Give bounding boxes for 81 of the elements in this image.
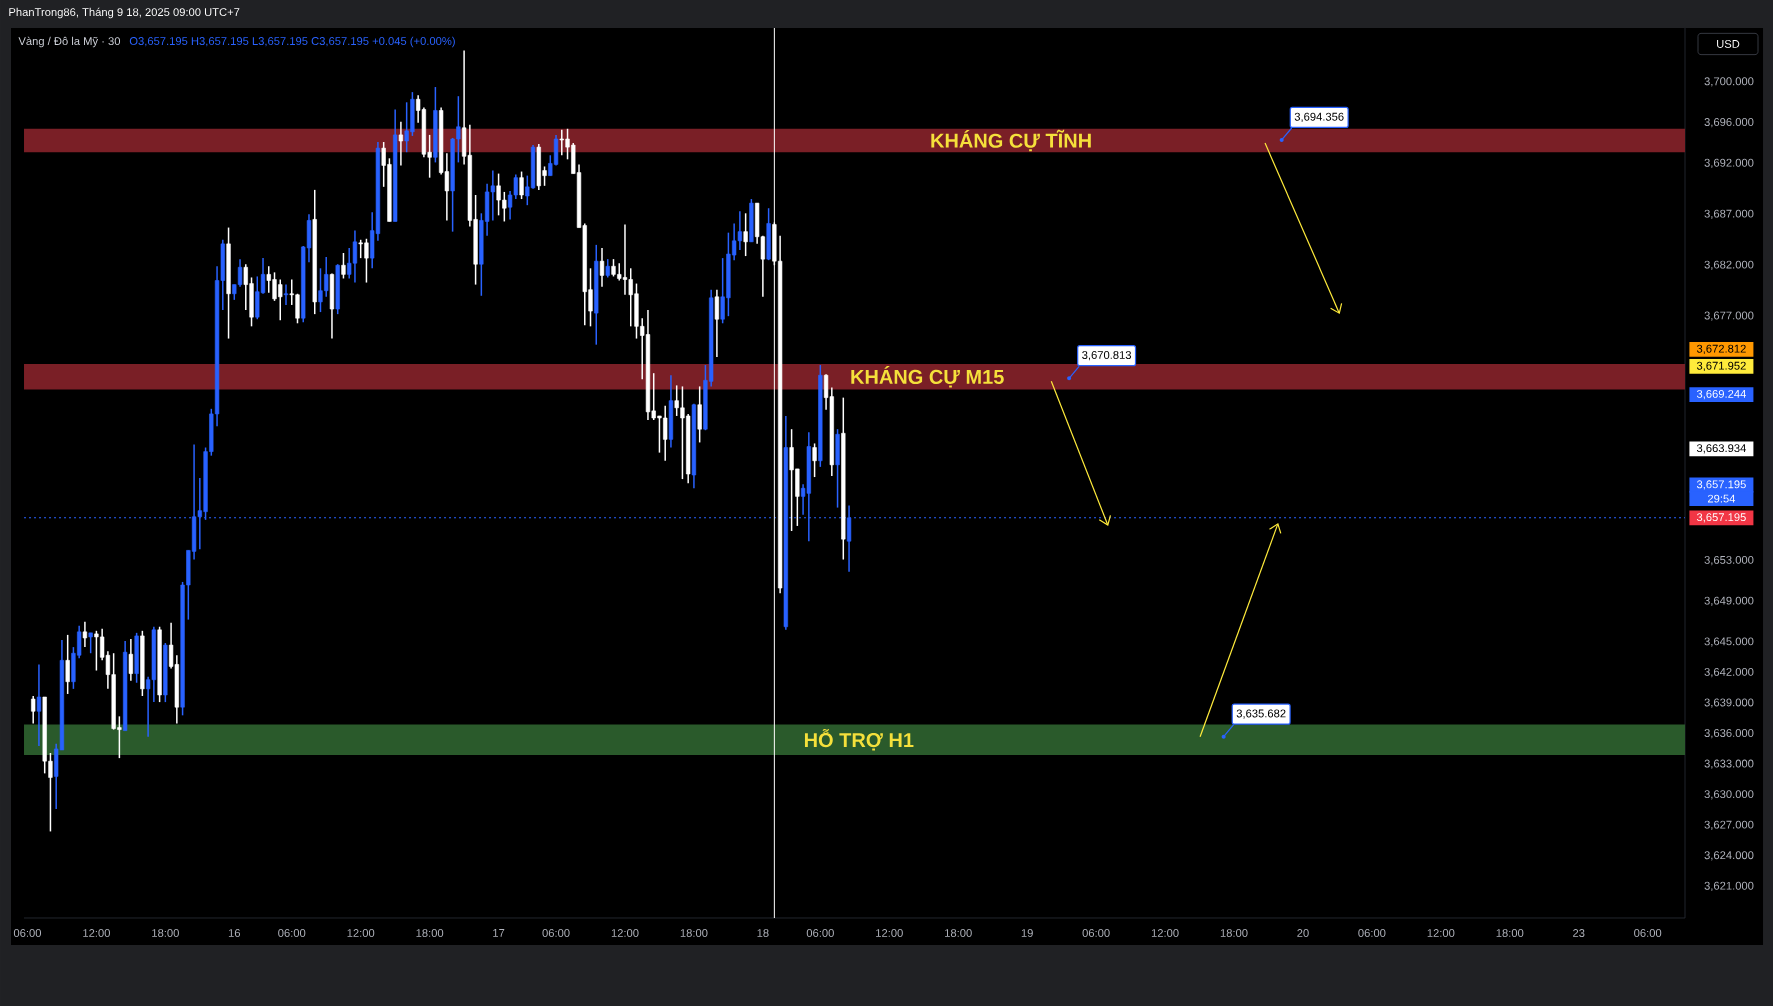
text: PhanTrong86, Tháng 9 18, 2025 09:00 UTC+7	[9, 7, 240, 19]
text: 3,671.952	[1696, 361, 1746, 372]
text: Vàng / Đô la Mỹ · 30	[18, 36, 121, 48]
x-tick-label: 06:00	[542, 929, 570, 937]
x-tick-label: 17	[493, 929, 505, 937]
text: 3,663.934	[1696, 444, 1746, 454]
text: 3,669.244	[1696, 389, 1746, 400]
candlestick	[312, 189, 317, 315]
candlestick	[163, 642, 168, 703]
x-tick-label: 06:00	[1082, 929, 1110, 937]
y-tick-label: 3,642.000	[1704, 667, 1754, 678]
x-tick-label: 18	[757, 929, 769, 937]
x-tick-label: 12:00	[83, 929, 110, 937]
candlestick	[766, 207, 771, 261]
x-tick-label: 18:00	[1220, 929, 1248, 937]
x-tick-label: 18:00	[945, 929, 972, 937]
x-tick-label: 19	[1021, 929, 1033, 937]
candlestick	[835, 428, 840, 509]
y-tick-label: 3,687.000	[1704, 209, 1754, 219]
y-tick-label: 3,630.000	[1704, 790, 1754, 800]
ref-line-label: 3,657.195	[1696, 513, 1746, 523]
y-tick-label: 3,700.000	[1704, 77, 1754, 87]
text: 3,672.812	[1696, 344, 1746, 355]
text: O3,657.195 H3,657.195 L3,657.195 C3,657.195 +0.045 (+0.00%)	[129, 36, 455, 48]
candlestick	[743, 212, 748, 257]
y-tick-label: 3,696.000	[1704, 118, 1754, 128]
candlestick	[818, 364, 823, 468]
x-tick-label: 18:00	[416, 929, 444, 937]
band-label: KHÁNG CỰ TĨNH	[931, 129, 1091, 152]
x-tick-label: 06:00	[278, 929, 306, 937]
candlestick	[594, 244, 599, 346]
candlestick	[134, 632, 139, 684]
candlestick	[335, 263, 340, 315]
x-tick-label: 18:00	[1496, 929, 1524, 937]
candlestick	[812, 442, 817, 478]
candlestick	[88, 632, 93, 654]
x-tick-label: 06:00	[1634, 929, 1662, 937]
candlestick	[226, 226, 231, 340]
text: USD	[1717, 40, 1740, 48]
candlestick	[65, 634, 70, 695]
candlestick	[341, 252, 346, 280]
candlestick	[749, 198, 754, 243]
y-tick-label: 3,621.000	[1704, 881, 1754, 892]
x-tick-label: 12:00	[347, 929, 375, 937]
y-tick-label: 3,677.000	[1704, 311, 1754, 321]
y-tick-label: 3,636.000	[1704, 729, 1754, 739]
band-label: HỖ TRỢ H1	[804, 729, 914, 751]
x-tick-label: 12:00	[1151, 929, 1179, 937]
y-tick-label: 3,639.000	[1704, 698, 1754, 708]
text: 29:54	[1707, 494, 1736, 503]
annotation: 3,635.682	[1236, 709, 1286, 719]
x-tick-label: 06:00	[806, 929, 834, 937]
x-tick-label: 06:00	[13, 929, 42, 937]
annotation: 3,694.356	[1294, 112, 1344, 123]
y-tick-label: 3,624.000	[1704, 851, 1754, 861]
annotation: 3,670.813	[1082, 351, 1132, 361]
x-tick-label: 06:00	[1358, 929, 1386, 937]
candlestick	[433, 86, 438, 164]
x-tick-label: 12:00	[876, 929, 903, 937]
y-tick-label: 3,627.000	[1704, 820, 1754, 830]
text: 3,657.195	[1696, 480, 1746, 490]
candlestick	[140, 630, 145, 697]
x-tick-label: 20	[1297, 929, 1309, 937]
y-tick-label: 3,633.000	[1704, 759, 1754, 769]
y-tick-label: 3,653.000	[1704, 555, 1754, 566]
candlestick	[841, 396, 846, 561]
candlestick	[605, 258, 610, 279]
y-tick-label: 3,649.000	[1704, 596, 1754, 606]
y-tick-label: 3,682.000	[1704, 260, 1754, 270]
candlestick	[697, 385, 702, 444]
x-tick-label: 16	[228, 929, 241, 937]
x-tick-label: 18:00	[680, 929, 708, 937]
band-label: KHÁNG CỰ M15	[851, 366, 1004, 388]
y-tick-label: 3,692.000	[1704, 158, 1754, 169]
x-tick-label: 12:00	[1427, 929, 1455, 937]
y-tick-label: 3,645.000	[1704, 637, 1754, 647]
x-tick-label: 18:00	[152, 929, 179, 937]
candlestick	[157, 626, 162, 703]
x-tick-label: 23	[1573, 929, 1585, 937]
candlestick	[519, 170, 524, 200]
x-tick-label: 12:00	[611, 929, 639, 937]
